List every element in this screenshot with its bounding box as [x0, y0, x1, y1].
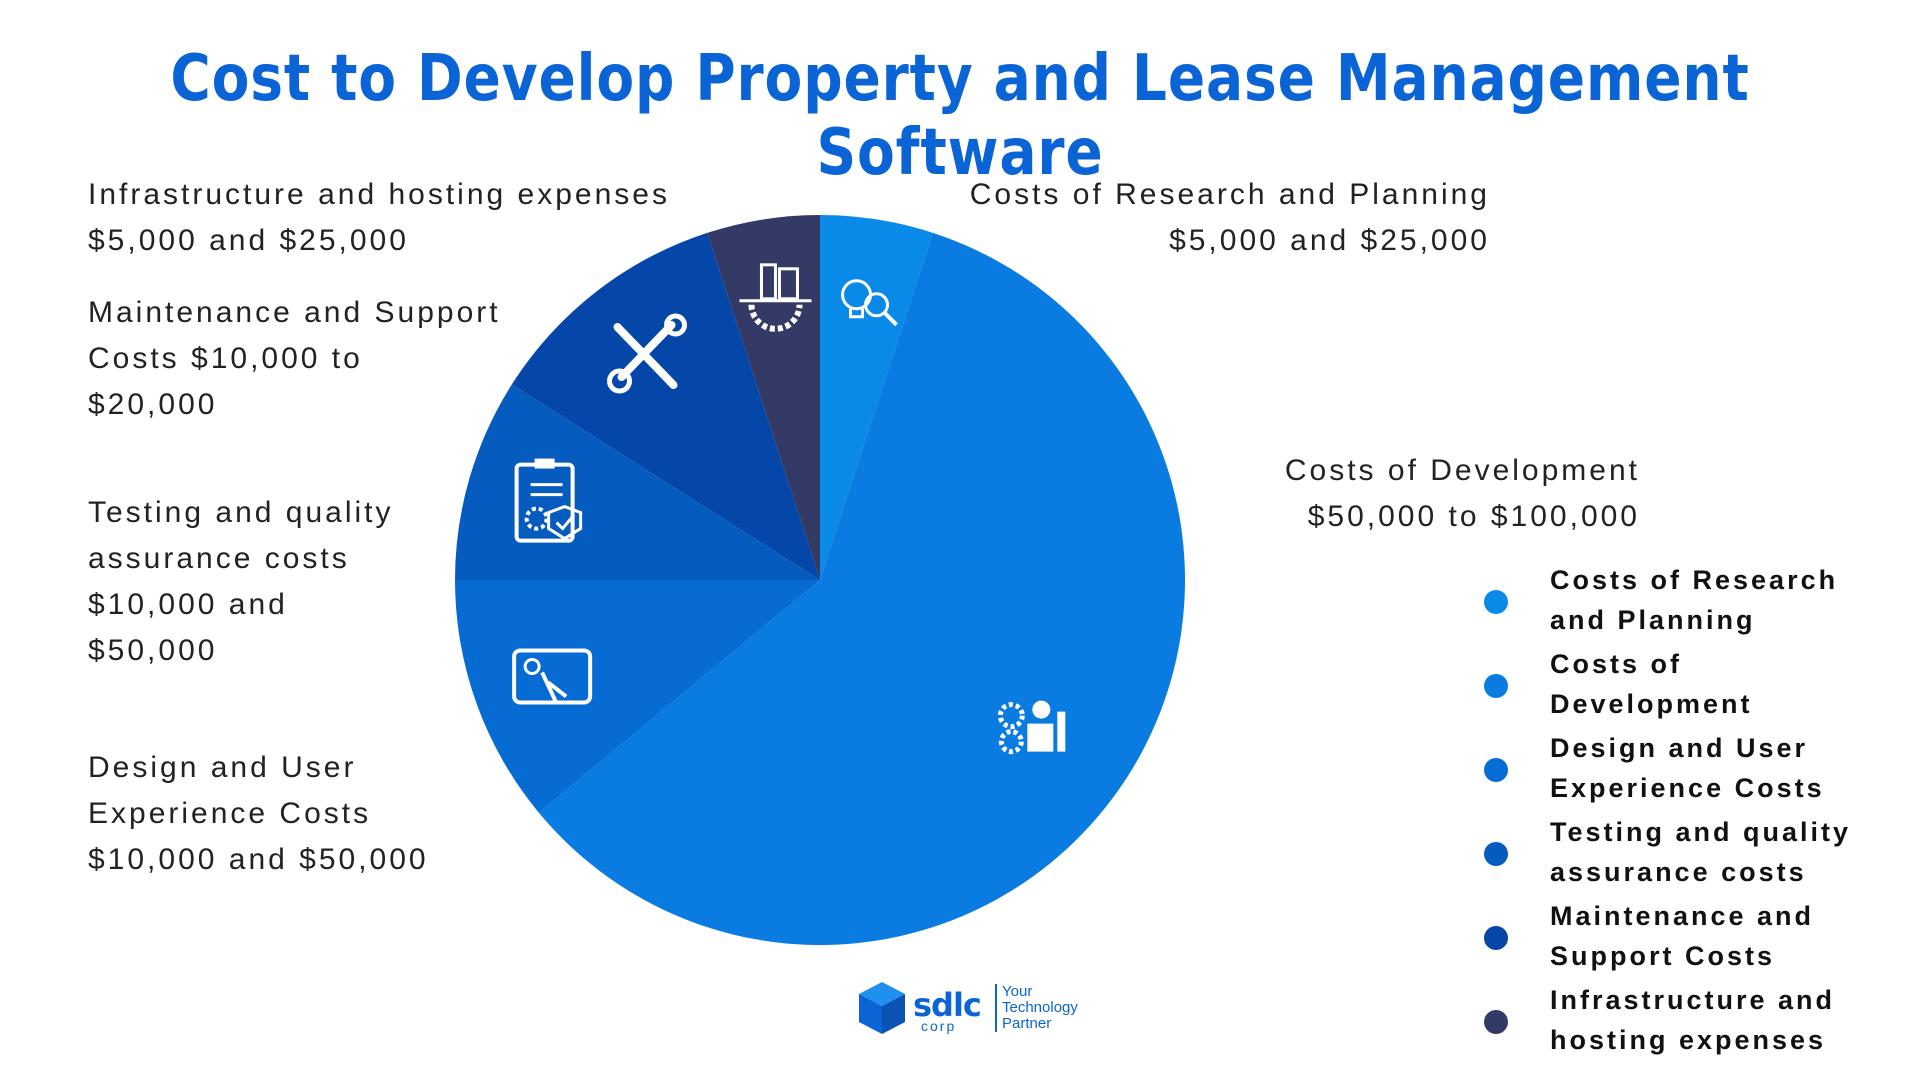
callout-line: Costs $10,000 to: [88, 342, 363, 375]
clipboard-check-icon: [514, 458, 583, 543]
callout-line: Costs of Research and Planning: [969, 178, 1490, 211]
callout-line: Testing and quality: [88, 496, 394, 529]
pie-slice-infrastructure-and-hosting-expenses: [707, 215, 820, 580]
legend-text: Experience Costs: [1550, 773, 1825, 803]
legend-text: Testing and quality: [1550, 817, 1852, 847]
tablet-touch-icon: [512, 648, 593, 705]
legend-item: Costs of Development: [1480, 644, 1900, 724]
legend-label: Testing and quality assurance costs: [1550, 812, 1890, 892]
tagline-line: Your: [1002, 983, 1033, 1000]
callout-line: Design and User: [88, 751, 357, 784]
callout-line: $5,000 and $25,000: [1169, 224, 1490, 257]
pie-slice-design-and-user-experience-costs: [455, 580, 820, 813]
callout-line: Experience Costs: [88, 797, 372, 830]
legend-text: Maintenance and: [1550, 901, 1815, 931]
callout-maintenance: Maintenance and Support Costs $10,000 to…: [88, 290, 501, 428]
sdlc-logo: sdlc corp Your Technology Partner: [855, 978, 1095, 1038]
callout-line: $10,000 and $50,000: [88, 843, 429, 876]
legend-label: Infrastructure and hosting expenses: [1550, 980, 1890, 1060]
callout-line: Maintenance and Support: [88, 296, 501, 329]
pie-slice-costs-of-development: [538, 232, 1186, 945]
legend-item: Infrastructure and hosting expenses: [1480, 980, 1900, 1060]
pie-slice-testing-and-quality-assurance-costs: [455, 384, 820, 580]
idea-search-icon: [841, 279, 898, 327]
tagline-line: Technology: [1002, 999, 1078, 1016]
callout-research: Costs of Research and Planning $5,000 an…: [880, 172, 1490, 264]
legend-dot-development: [1484, 674, 1508, 698]
logo-tagline: Your Technology Partner: [995, 984, 1102, 1032]
callout-line: $20,000: [88, 388, 218, 421]
legend-text: Design and User: [1550, 733, 1809, 763]
legend-text: Infrastructure and: [1550, 985, 1836, 1015]
logo-word: sdlc: [913, 986, 982, 1024]
callout-line: Infrastructure and hosting expenses: [88, 178, 670, 211]
callout-testing: Testing and quality assurance costs $10,…: [88, 490, 394, 674]
callout-line: $50,000 to $100,000: [1307, 500, 1640, 533]
development-gears-icon: [997, 700, 1066, 755]
legend-item: Maintenance and Support Costs: [1480, 896, 1900, 976]
legend-label: Design and User Experience Costs: [1550, 728, 1890, 808]
legend-label: Maintenance and Support Costs: [1550, 896, 1890, 976]
legend-text: Costs of: [1550, 649, 1682, 679]
legend-dot-infrastructure: [1484, 1010, 1508, 1034]
legend-text: Costs of Research: [1550, 565, 1839, 595]
callout-development: Costs of Development $50,000 to $100,000: [1150, 448, 1640, 540]
callout-design: Design and User Experience Costs $10,000…: [88, 745, 429, 883]
callout-infrastructure: Infrastructure and hosting expenses $5,0…: [88, 172, 670, 264]
callout-line: $10,000 and: [88, 588, 288, 621]
callout-line: $5,000 and $25,000: [88, 224, 409, 257]
legend-dot-testing: [1484, 842, 1508, 866]
wrench-screwdriver-icon: [607, 313, 688, 394]
legend-label: Costs of Development: [1550, 644, 1890, 724]
legend-label: Costs of Research and Planning: [1550, 560, 1890, 640]
legend-dot-design: [1484, 758, 1508, 782]
logo-sub: corp: [921, 1018, 957, 1034]
tagline-line: Partner: [1002, 1015, 1052, 1032]
legend-text: Support Costs: [1550, 941, 1775, 971]
legend-text: and Planning: [1550, 605, 1756, 635]
legend-text: assurance costs: [1550, 857, 1807, 887]
legend-dot-research: [1484, 590, 1508, 614]
legend-item: Costs of Research and Planning: [1480, 560, 1900, 640]
city-gear-icon: [739, 263, 812, 332]
callout-line: Costs of Development: [1284, 454, 1640, 487]
cube-logo-icon: [859, 982, 905, 1034]
legend-text: Development: [1550, 689, 1753, 719]
legend-item: Design and User Experience Costs: [1480, 728, 1900, 808]
legend-dot-maintenance: [1484, 926, 1508, 950]
callout-line: assurance costs: [88, 542, 350, 575]
callout-line: $50,000: [88, 634, 218, 667]
legend-text: hosting expenses: [1550, 1025, 1827, 1055]
pie-slice-maintenance-and-support-costs: [511, 232, 820, 580]
legend-item: Testing and quality assurance costs: [1480, 812, 1900, 892]
chart-title: Cost to Develop Property and Lease Manag…: [170, 42, 1750, 190]
